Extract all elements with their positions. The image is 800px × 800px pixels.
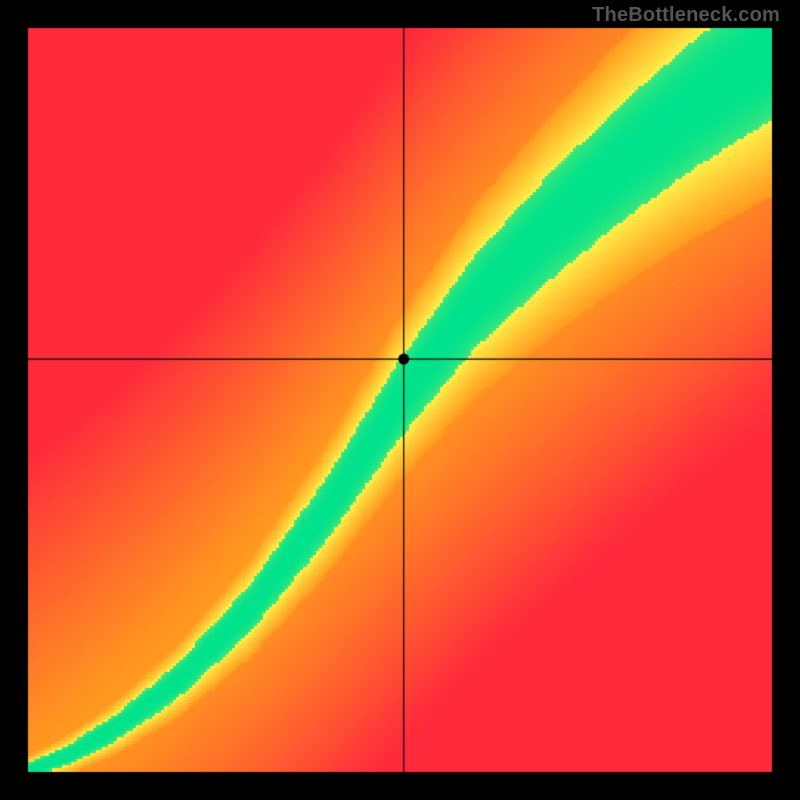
watermark-label: TheBottleneck.com: [592, 4, 780, 27]
chart-container: TheBottleneck.com: [0, 0, 800, 800]
bottleneck-heatmap: [0, 0, 800, 800]
